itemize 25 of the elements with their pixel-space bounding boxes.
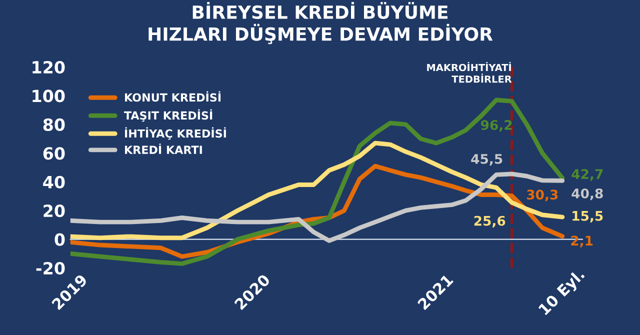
annotation: 30,3 bbox=[526, 190, 558, 202]
annotation: 15,5 bbox=[572, 211, 603, 223]
y-tick-label: 120 bbox=[32, 60, 65, 74]
annotation: 45,5 bbox=[471, 154, 502, 166]
legend-label: KONUT KREDİSİ bbox=[124, 91, 221, 102]
y-tick-label: 100 bbox=[32, 90, 65, 102]
annotation: 2,1 bbox=[571, 236, 593, 248]
y-tick-label: 40 bbox=[43, 176, 65, 188]
line-series bbox=[70, 172, 565, 243]
legend-label: KREDİ KARTI bbox=[124, 144, 202, 154]
y-tick-label: 0 bbox=[54, 233, 65, 246]
x-tick-label: 10 Eyl. bbox=[538, 268, 588, 318]
annotation: 40,8 bbox=[572, 188, 603, 200]
annotation: 25,6 bbox=[474, 216, 506, 228]
y-tick-label: -20 bbox=[36, 262, 65, 275]
line-series bbox=[70, 140, 565, 240]
y-tick-label: 20 bbox=[44, 204, 65, 218]
legend-label: İHTİYAÇ KREDİSİ bbox=[124, 127, 226, 140]
legend-label: TAŞIT KREDİSİ bbox=[124, 109, 212, 122]
annotation: 96,2 bbox=[480, 120, 512, 132]
y-tick-label: 60 bbox=[43, 147, 65, 160]
annotation: 42,7 bbox=[572, 169, 603, 181]
chart-title: BİREYSEL KREDİ BÜYÜME HIZLARI DÜŞMEYE DEVAM EDİYOR bbox=[148, 2, 493, 44]
y-tick-label: 80 bbox=[43, 118, 65, 131]
ref-line-label: MAKROİHTİYATİ TEDBİRLER bbox=[427, 62, 512, 83]
